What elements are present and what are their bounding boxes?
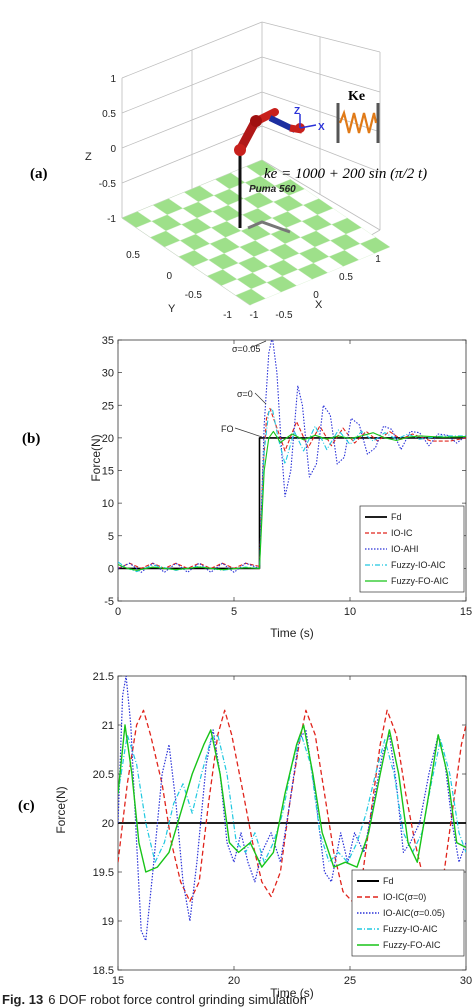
y-tick-label: 20.5	[93, 769, 114, 781]
robot-label: Puma 560	[249, 184, 296, 195]
annotation-arrow-1	[249, 340, 267, 349]
x-tick-label: 25	[344, 975, 356, 987]
frame-label-z: Z	[294, 106, 300, 117]
z-tick-labels: 1 0.5 0 -0.5 -1	[99, 74, 117, 225]
y-tick-labels: 0.5 0 -0.5 -1	[126, 250, 232, 321]
legend-entry: IO-IC	[391, 528, 413, 538]
x-axis-title-c: Time (s)	[270, 986, 314, 1000]
y-tick-label: 20	[102, 818, 114, 830]
x-tick-label: -0.5	[275, 310, 293, 321]
series-group	[118, 340, 466, 573]
x-tick-label: 5	[231, 606, 237, 618]
y-tick-label: 25	[102, 400, 114, 412]
z-tick-label: 1	[110, 74, 116, 85]
series-line-fuzzy-fo-aic	[118, 724, 466, 873]
y-tick-label: 19	[102, 916, 114, 928]
x-tick-label: 15	[112, 975, 124, 987]
caption-prefix: Fig. 13	[2, 992, 43, 1007]
legend-entry: IO-AHI	[391, 544, 419, 554]
z-axis-label: Z	[85, 151, 92, 163]
annotation-arrow-3	[234, 427, 263, 438]
annotation-arrow-2	[254, 392, 267, 405]
panel-label-b: (b)	[22, 431, 40, 447]
x-tick-label: 10	[344, 606, 356, 618]
legend-entry: Fd	[383, 876, 394, 886]
x-axis-label: X	[315, 299, 323, 311]
x-tick-label: 0	[115, 606, 121, 618]
x-tick-label: 0.5	[339, 272, 353, 283]
series-line-io-ic	[118, 407, 466, 569]
annotation-sigma-005: σ=0.05	[232, 344, 260, 354]
caption-text: 6 DOF robot force control grinding simul…	[48, 992, 307, 1007]
series-line-io-ahi	[118, 340, 466, 573]
y-tick-label: 5	[108, 531, 114, 543]
legend-b: Fd IO-IC IO-AHI Fuzzy-IO-AIC Fuzzy-FO-AIC	[359, 505, 465, 593]
y-tick-label: 21.5	[93, 671, 114, 683]
z-tick-label: -1	[107, 214, 116, 225]
legend-entry: Fuzzy-IO-AIC	[383, 924, 438, 934]
legend-entry: Fuzzy-FO-AIC	[391, 576, 449, 586]
panel-a-3d-scene: (a)	[30, 21, 427, 321]
y-tick-label: 19.5	[93, 867, 114, 879]
frame-label-x: X	[318, 122, 325, 133]
y-tick-label: 18.5	[93, 965, 114, 977]
y-tick-label: -0.5	[185, 290, 203, 301]
legend-entry: IO-IC(σ=0)	[383, 892, 426, 902]
z-tick-label: 0	[110, 144, 116, 155]
x-tick-labels: 1 0.5 0 -0.5 -1	[250, 254, 382, 321]
legend-box	[359, 505, 465, 593]
z-tick-label: 0.5	[102, 109, 116, 120]
panel-c-chart: (c) Force(N) Time (s) 18.5 19 19.5 20 20.5 21…	[18, 671, 472, 1000]
annotation-fo: FO	[221, 424, 234, 434]
checker-floor	[121, 159, 391, 306]
annotation-sigma-0: σ=0	[237, 389, 253, 399]
z-tick-label: -0.5	[99, 179, 117, 190]
figure-caption: Fig. 13 6 DOF robot force control grindin…	[2, 992, 307, 1007]
y-tick-label: 15	[102, 466, 114, 478]
x-tick-label: -1	[250, 310, 259, 321]
panel-label-a: (a)	[30, 166, 48, 182]
legend-c: Fd IO-IC(σ=0) IO-AIC(σ=0.05) Fuzzy-IO-AIC Fu…	[351, 869, 465, 957]
checker-tile	[359, 237, 391, 254]
legend-entry: Fd	[391, 512, 402, 522]
panel-label-c: (c)	[18, 798, 35, 814]
series-line-fuzzy-fo-aic	[118, 430, 466, 571]
legend-entry: IO-AIC(σ=0.05)	[383, 908, 445, 918]
y-tick-label: 0	[108, 563, 114, 575]
legend-box	[351, 869, 465, 957]
x-tick-label: 30	[460, 975, 472, 987]
x-tick-label: 1	[375, 254, 381, 265]
y-tick-label: 35	[102, 335, 114, 347]
x-tick-label: 15	[460, 606, 472, 618]
x-tick-label: 0	[313, 290, 319, 301]
spring-label: Ke	[348, 89, 365, 104]
y-tick-label: 0.5	[126, 250, 140, 261]
series-line-io-aic-0-05-	[118, 676, 466, 942]
y-tick-label: 10	[102, 498, 114, 510]
stiffness-equation: ke = 1000 + 200 sin (π/2 t)	[264, 166, 427, 182]
legend-entry: Fuzzy-IO-AIC	[391, 560, 446, 570]
y-axis-title-b: Force(N)	[89, 434, 103, 481]
y-tick-label: -5	[104, 596, 114, 608]
x-axis-title-b: Time (s)	[270, 626, 314, 640]
y-axis-title-c: Force(N)	[54, 786, 68, 833]
series-group	[118, 676, 466, 942]
y-tick-label: 0	[166, 271, 172, 282]
spring: Ke	[336, 89, 380, 143]
y-tick-label: 21	[102, 720, 114, 732]
y-tick-label: 20	[102, 433, 114, 445]
puma-robot: Z X	[234, 106, 325, 234]
y-tick-label: -1	[223, 310, 232, 321]
y-tick-label: 30	[102, 368, 114, 380]
x-tick-label: 20	[228, 975, 240, 987]
legend-entry: Fuzzy-FO-AIC	[383, 940, 441, 950]
y-axis-label: Y	[168, 303, 176, 315]
